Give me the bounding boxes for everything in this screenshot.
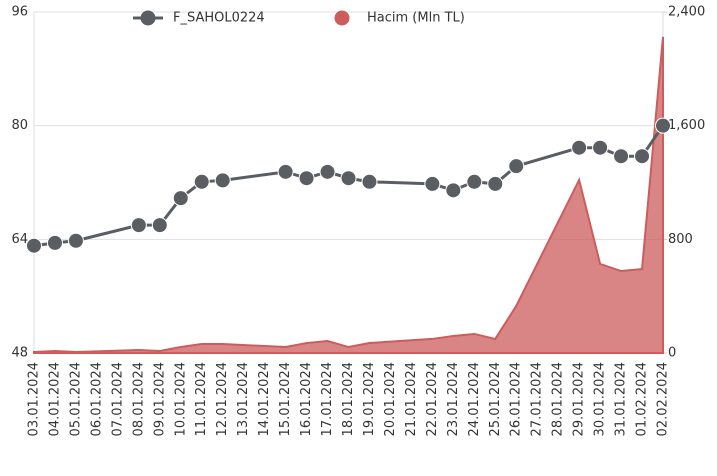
x-tick-label: 07.01.2024 [110,362,125,436]
x-tick-label: 03.01.2024 [27,362,42,436]
x-tick-label: 31.01.2024 [614,362,629,436]
price-point [487,175,504,192]
y2-tick-label: 1,600 [668,118,705,133]
price-point [634,148,651,165]
volume-area [33,36,664,354]
price-point [340,170,357,187]
price-point [466,173,483,190]
x-tick-label: 13.01.2024 [236,362,251,436]
price-point [172,190,189,207]
x-tick-label: 06.01.2024 [89,362,104,436]
y-tick-label: 48 [11,346,28,361]
x-tick-label: 25.01.2024 [488,362,503,436]
x-tick-label: 18.01.2024 [341,362,356,436]
price-point [655,117,671,134]
x-tick-label: 17.01.2024 [320,362,335,436]
x-tick-label: 12.01.2024 [215,362,230,436]
y2-tick-label: 800 [668,232,693,247]
price-point [361,173,378,190]
x-tick-label: 20.01.2024 [383,362,398,436]
price-point [277,163,294,180]
y-tick-label: 96 [11,5,28,20]
y-tick-label: 64 [11,232,28,247]
x-tick-label: 27.01.2024 [530,362,545,436]
price-point [151,217,168,234]
x-tick-label: 16.01.2024 [299,362,314,436]
y-tick-label: 80 [11,118,28,133]
x-tick-label: 04.01.2024 [47,362,62,436]
price-point [445,182,462,199]
x-tick-label: 09.01.2024 [152,362,167,436]
y2-tick-label: 2,400 [668,5,705,20]
price-point [67,232,84,249]
x-tick-label: 26.01.2024 [509,362,524,436]
legend-marker [140,10,156,26]
x-tick-label: 02.02.2024 [656,362,671,436]
price-point [130,217,147,234]
price-point [193,173,210,190]
x-tick-label: 21.01.2024 [404,362,419,436]
x-tick-label: 01.02.2024 [635,362,650,436]
price-point [214,172,231,189]
x-tick-label: 10.01.2024 [173,362,188,436]
legend-label: F_SAHOL0224 [173,11,265,26]
x-tick-label: 23.01.2024 [446,362,461,436]
legend-marker [334,10,350,26]
price-point [424,175,441,192]
price-point [613,148,630,165]
price-point [298,170,315,187]
x-tick-label: 15.01.2024 [278,362,293,436]
y2-tick-label: 0 [668,346,676,361]
x-tick-label: 05.01.2024 [68,362,83,436]
x-tick-label: 22.01.2024 [425,362,440,436]
x-tick-label: 29.01.2024 [572,362,587,436]
x-tick-label: 19.01.2024 [362,362,377,436]
price-point [319,163,336,180]
price-point [571,139,588,156]
legend-label: Hacim (Mln TL) [367,11,465,26]
price-point [508,158,525,175]
x-tick-label: 08.01.2024 [131,362,146,436]
x-tick-label: 11.01.2024 [194,362,209,436]
price-point [592,139,609,156]
x-tick-label: 14.01.2024 [257,362,272,436]
price-point [26,237,42,254]
x-tick-label: 28.01.2024 [551,362,566,436]
price-point [46,234,63,251]
x-tick-label: 30.01.2024 [593,362,608,436]
x-tick-label: 24.01.2024 [467,362,482,436]
